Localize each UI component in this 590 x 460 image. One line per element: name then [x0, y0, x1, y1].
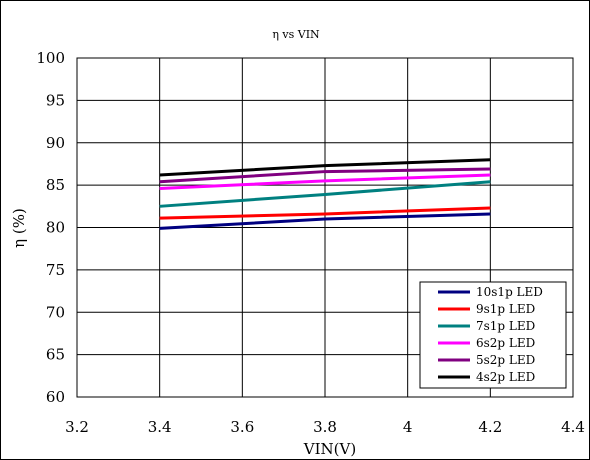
y-tick-label: 75 [46, 261, 65, 279]
chart-title: η vs VIN [272, 28, 320, 41]
series-line-10s1p-led [159, 212, 491, 230]
y-tick-label: 85 [46, 176, 65, 194]
series-line-7s1p-led [159, 180, 491, 208]
series-lines [159, 158, 491, 230]
x-tick-label: 3.6 [230, 418, 254, 436]
legend-label: 6s2p LED [476, 336, 535, 350]
y-tick-label: 95 [46, 91, 65, 109]
x-axis-label: VIN(V) [303, 440, 356, 458]
x-tick-label: 3.4 [148, 418, 172, 436]
legend-label: 4s2p LED [476, 370, 535, 384]
series-line-4s2p-led [159, 158, 491, 177]
y-tick-label: 70 [46, 303, 65, 321]
plot-area [76, 57, 574, 398]
x-tick-label: 3.2 [65, 418, 89, 436]
y-tick-label: 60 [46, 388, 65, 406]
legend-label: 7s1p LED [476, 319, 535, 333]
y-tick-label: 65 [46, 346, 65, 364]
legend-box [419, 281, 567, 389]
legend-label: 9s1p LED [476, 302, 535, 316]
series-line-9s1p-led [159, 206, 491, 220]
series-line-5s2p-led [159, 167, 491, 184]
y-tick-label: 80 [46, 219, 65, 237]
legend-label: 10s1p LED [476, 285, 543, 299]
x-tick-label: 4 [403, 418, 413, 436]
y-tick-label: 90 [46, 134, 65, 152]
legend: 10s1p LED 9s1p LED 7s1p LED 6s2p LED 5s2p LE… [419, 281, 567, 389]
x-tick-label: 4.2 [478, 418, 502, 436]
tick-labels: 3.2 3.4 3.6 3.8 4 4.2 4.4 60 65 70 75 80 85 90 95 100 [36, 49, 585, 436]
series-line-6s2p-led [159, 173, 491, 191]
y-tick-label: 100 [36, 49, 65, 67]
x-tick-label: 3.8 [313, 418, 337, 436]
legend-label: 5s2p LED [476, 353, 535, 367]
x-tick-label: 4.4 [561, 418, 585, 436]
y-axis-label: η (%) [10, 208, 28, 248]
